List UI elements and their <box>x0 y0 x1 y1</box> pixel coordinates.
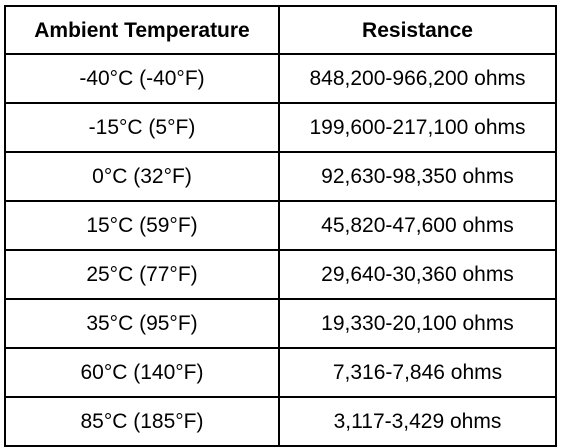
temperature-cell: -40°C (-40°F) <box>4 53 280 104</box>
resistance-cell: 7,316-7,846 ohms <box>278 347 557 398</box>
temperature-resistance-table-container: Ambient Temperature Resistance -40°C (-4… <box>4 5 557 447</box>
table-row: 0°C (32°F) 92,630-98,350 ohms <box>4 151 557 202</box>
table-row: 25°C (77°F) 29,640-30,360 ohms <box>4 249 557 300</box>
resistance-cell: 199,600-217,100 ohms <box>278 102 557 153</box>
table-row: -40°C (-40°F) 848,200-966,200 ohms <box>4 53 557 104</box>
table-row: 35°C (95°F) 19,330-20,100 ohms <box>4 298 557 349</box>
resistance-cell: 45,820-47,600 ohms <box>278 200 557 251</box>
resistance-cell: 19,330-20,100 ohms <box>278 298 557 349</box>
table-header-row: Ambient Temperature Resistance <box>4 5 557 55</box>
temperature-cell: -15°C (5°F) <box>4 102 280 153</box>
table-row: 60°C (140°F) 7,316-7,846 ohms <box>4 347 557 398</box>
table-row: -15°C (5°F) 199,600-217,100 ohms <box>4 102 557 153</box>
temperature-cell: 85°C (185°F) <box>4 396 280 447</box>
table-row: 15°C (59°F) 45,820-47,600 ohms <box>4 200 557 251</box>
temperature-cell: 35°C (95°F) <box>4 298 280 349</box>
resistance-cell: 3,117-3,429 ohms <box>278 396 557 447</box>
header-resistance: Resistance <box>278 5 557 55</box>
resistance-cell: 29,640-30,360 ohms <box>278 249 557 300</box>
resistance-cell: 92,630-98,350 ohms <box>278 151 557 202</box>
temperature-resistance-table: Ambient Temperature Resistance -40°C (-4… <box>4 5 557 447</box>
header-ambient-temperature: Ambient Temperature <box>4 5 280 55</box>
temperature-cell: 0°C (32°F) <box>4 151 280 202</box>
temperature-cell: 25°C (77°F) <box>4 249 280 300</box>
temperature-cell: 60°C (140°F) <box>4 347 280 398</box>
temperature-cell: 15°C (59°F) <box>4 200 280 251</box>
resistance-cell: 848,200-966,200 ohms <box>278 53 557 104</box>
table-row: 85°C (185°F) 3,117-3,429 ohms <box>4 396 557 447</box>
